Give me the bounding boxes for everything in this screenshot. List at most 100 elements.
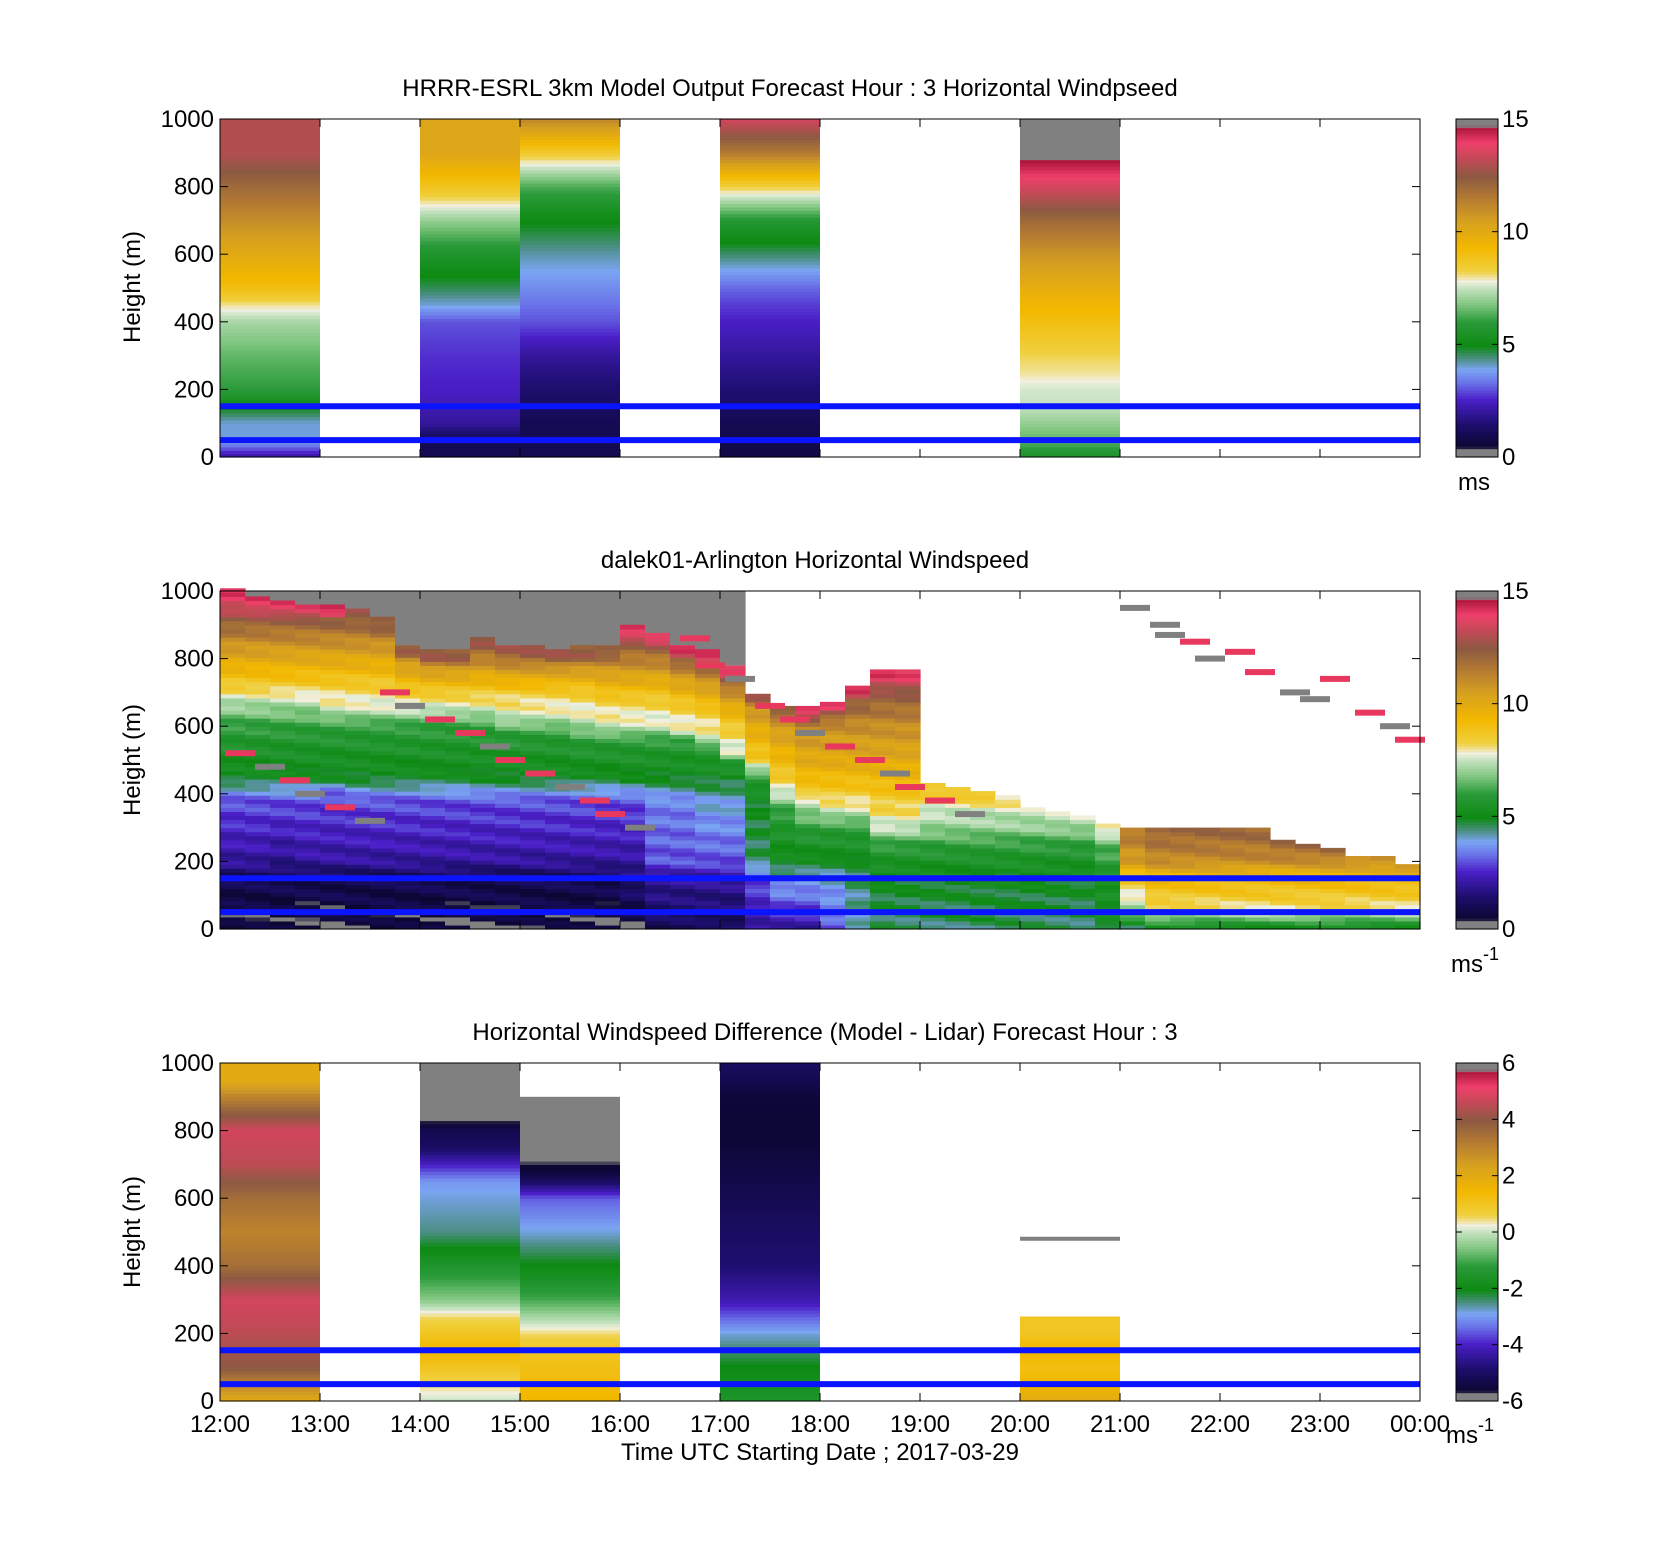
heatmap-cell [220,1147,320,1152]
heatmap-cell [720,186,820,191]
heatmap-cell [445,864,471,869]
heatmap-cell [670,718,696,723]
heatmap-cell [320,864,346,869]
heatmap-cell [945,847,971,853]
heatmap-cell [220,1289,320,1294]
heatmap-cell [1045,860,1071,865]
heatmap-cell [670,778,696,784]
heatmap-cell [445,819,471,825]
heatmap-cell [520,831,546,837]
sparse-return [880,770,910,777]
heatmap-cell [845,888,871,894]
heatmap-cell [1020,325,1120,330]
x-tick-label: 20:00 [990,1411,1050,1438]
heatmap-cell [670,681,696,687]
heatmap-cell [720,685,746,691]
heatmap-cell [720,426,820,431]
heatmap-cell [520,673,546,679]
heatmap-cell [495,791,521,796]
heatmap-cell [1020,288,1120,292]
missing-data-cell [595,591,621,646]
colorbar-swatch [1456,1130,1498,1135]
heatmap-cell [420,1221,520,1226]
colorbar-swatch [1456,903,1498,908]
heatmap-cell [420,372,520,377]
heatmap-cell [745,778,771,784]
heatmap-cell [720,173,820,178]
heatmap-cell [1320,916,1346,922]
heatmap-cell [295,900,321,906]
heatmap-cell [220,369,320,374]
heatmap-cell [495,847,521,853]
heatmap-cell [245,624,271,630]
heatmap-cell [1220,855,1246,861]
colorbar-swatch [1456,695,1498,699]
colorbar-swatch [1456,776,1498,781]
heatmap-cell [495,681,521,687]
heatmap-cell [270,608,296,614]
heatmap-cell [645,701,671,707]
heatmap-cell [445,689,471,695]
heatmap-cell [345,791,371,796]
heatmap-cell [820,787,846,792]
heatmap-cell [320,722,346,727]
heatmap-cell [1070,912,1096,918]
heatmap-cell [420,1066,520,1071]
heatmap-cell [345,892,371,898]
heatmap-cell [1095,843,1121,849]
heatmap-cell [220,1194,320,1199]
heatmap-cell [870,791,896,796]
heatmap-cell [645,636,671,642]
heatmap-cell [1320,896,1346,902]
heatmap-cell [345,904,371,910]
heatmap-cell [370,791,396,796]
heatmap-cell [1020,1363,1120,1368]
heatmap-cell [345,754,371,760]
heatmap-cell [420,1248,520,1253]
heatmap-cell [595,884,621,890]
heatmap-cell [270,827,296,833]
heatmap-cell [520,827,546,833]
heatmap-cell [920,815,946,821]
heatmap-cell [220,429,320,434]
heatmap-cell [470,653,496,658]
heatmap-cell [370,888,396,894]
sparse-return [255,763,285,770]
heatmap-cell [220,244,320,249]
heatmap-cell [1295,884,1321,890]
heatmap-cell [420,210,520,215]
heatmap-cell [470,803,496,808]
heatmap-cell [870,693,896,699]
heatmap-cell [1270,904,1296,910]
heatmap-cell [520,1377,620,1382]
heatmap-cell [1345,892,1371,898]
heatmap-cell [545,693,571,699]
heatmap-cell [1195,851,1221,857]
heatmap-cell [695,839,721,845]
heatmap-cell [945,787,971,792]
x-tick-label: 18:00 [790,1411,850,1438]
heatmap-cell [420,189,520,194]
colorbar-swatch [1456,1341,1498,1346]
heatmap-cell [370,693,396,699]
heatmap-cell [495,888,521,894]
colorbar-swatch [1456,1229,1498,1233]
heatmap-cell [570,811,596,817]
colorbar-swatch [1456,638,1498,643]
heatmap-cell [420,304,520,309]
heatmap-cell [720,358,820,363]
colorbar-swatch [1456,442,1498,447]
heatmap-cell [295,835,321,841]
heatmap-cell [1220,920,1246,926]
heatmap-cell [645,827,671,833]
heatmap-cell [1170,924,1196,930]
heatmap-cell [745,791,771,796]
heatmap-cell [1020,912,1046,918]
heatmap-cell [670,864,696,869]
heatmap-cell [270,758,296,764]
heatmap-cell [670,835,696,841]
heatmap-cell [420,1144,520,1149]
heatmap-cell [470,770,496,776]
heatmap-cell [420,1167,520,1172]
heatmap-cell [420,851,446,857]
